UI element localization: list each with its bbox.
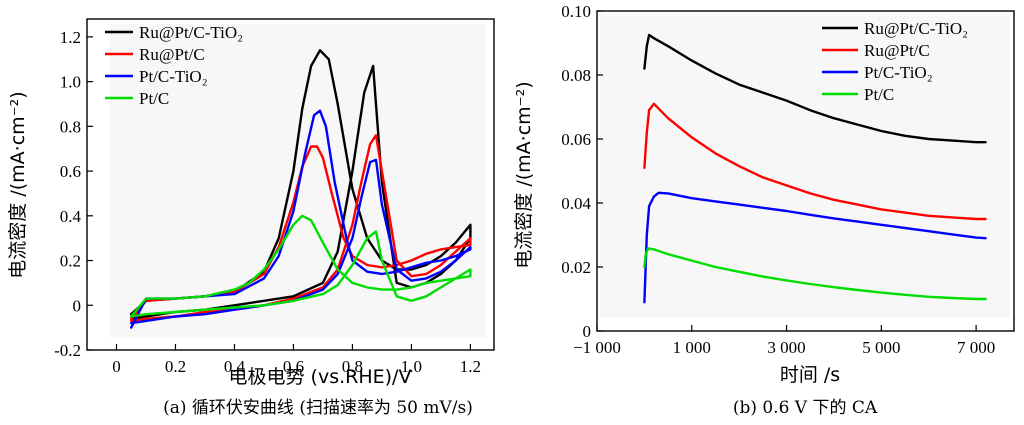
series-line-4 — [129, 214, 472, 318]
y-tick-label: 0.6 — [60, 162, 81, 181]
x-tick-label: −1 000 — [573, 338, 621, 357]
x-tick-label: 0.6 — [283, 357, 304, 376]
x-tick-label: 0.8 — [342, 357, 363, 376]
legend-label-2: Ru@Pt/C — [864, 41, 930, 60]
y-tick-label: 0.08 — [561, 66, 591, 85]
x-tick-label: 0.2 — [165, 357, 186, 376]
y-tick-label: 0.4 — [60, 207, 82, 226]
panel-b-y-axis-label: 电流密度 /(mA·cm⁻²) — [513, 81, 535, 268]
series-line-3 — [129, 109, 472, 329]
x-tick-label: 7 000 — [957, 338, 995, 357]
panel-a-x-ticks: 0 0.2 0.4 0.6 0.8 1.0 1.2 — [112, 344, 481, 376]
legend-label-3: Pt/C-TiO₂ — [139, 67, 208, 86]
panel-a-caption: (a) 循环伏安曲线 (扫描速率为 50 mV/s) — [163, 398, 473, 418]
panel-b-series — [643, 33, 987, 304]
y-tick-label: 0 — [73, 296, 82, 315]
panel-b-frame — [596, 10, 1015, 332]
legend-label-3: Pt/C-TiO₂ — [864, 63, 933, 82]
panel-b-plot-background — [600, 15, 1010, 317]
y-tick-label: 1.2 — [60, 28, 81, 47]
panel-b-caption: (b) 0.6 V 下的 CA — [733, 398, 878, 418]
panel-b-x-ticks: −1 000 1 000 3 000 5 000 7 000 — [573, 325, 995, 357]
panel-a-legend: Ru@Pt/C-TiO₂ Ru@Pt/C Pt/C-TiO₂ Pt/C — [105, 23, 243, 108]
series-line-3 — [643, 191, 987, 304]
panel-b-legend: Ru@Pt/C-TiO₂ Ru@Pt/C Pt/C-TiO₂ Pt/C — [822, 19, 968, 104]
y-tick-label: 0.8 — [60, 117, 81, 136]
legend-label-4: Pt/C — [139, 89, 169, 108]
x-tick-label: 1.0 — [401, 357, 422, 376]
panel-a-frame — [86, 18, 495, 351]
chart-panel-b: −1 000 1 000 3 000 5 000 7 000 0 0.02 0.04 0.06… — [513, 2, 1015, 418]
series-line-2 — [643, 102, 987, 221]
y-tick-label: 0.10 — [561, 2, 591, 21]
legend-label-1: Ru@Pt/C-TiO₂ — [139, 23, 243, 42]
legend-label-2: Ru@Pt/C — [139, 45, 205, 64]
y-tick-label: 1.0 — [60, 73, 81, 92]
x-tick-label: 0.4 — [224, 357, 246, 376]
y-tick-label: 0.2 — [60, 252, 81, 271]
panel-a-series — [129, 49, 472, 329]
y-tick-label: 0.06 — [561, 130, 591, 149]
panel-a-y-ticks: -0.2 0 0.2 0.4 0.6 0.8 1.0 1.2 — [54, 28, 93, 360]
x-tick-label: 0 — [112, 357, 121, 376]
y-tick-label: 0 — [583, 322, 592, 341]
x-tick-label: 1.2 — [460, 357, 481, 376]
y-tick-label: 0.02 — [561, 258, 591, 277]
y-tick-label: -0.2 — [54, 341, 81, 360]
series-line-1 — [129, 49, 472, 320]
series-line-2 — [129, 134, 472, 323]
legend-label-1: Ru@Pt/C-TiO₂ — [864, 19, 968, 38]
x-tick-label: 1 000 — [673, 338, 711, 357]
chart-panel-a: 0 0.2 0.4 0.6 0.8 1.0 1.2 -0.2 0 0.2 0.4 0.6 0.8 1.0… — [7, 18, 495, 418]
x-tick-label: 3 000 — [767, 338, 805, 357]
series-line-4 — [643, 247, 987, 301]
panel-b-y-ticks: 0 0.02 0.04 0.06 0.08 0.10 — [561, 2, 603, 341]
panel-a-y-axis-label: 电流密度 /(mA·cm⁻²) — [7, 91, 29, 278]
x-tick-label: 5 000 — [862, 338, 900, 357]
y-tick-label: 0.04 — [561, 194, 591, 213]
series-line-1 — [643, 33, 987, 144]
legend-label-4: Pt/C — [864, 85, 894, 104]
panel-a-x-axis-label: 电极电势 (vs.RHE)/V — [229, 366, 412, 388]
panel-b-x-axis-label: 时间 /s — [780, 364, 840, 386]
